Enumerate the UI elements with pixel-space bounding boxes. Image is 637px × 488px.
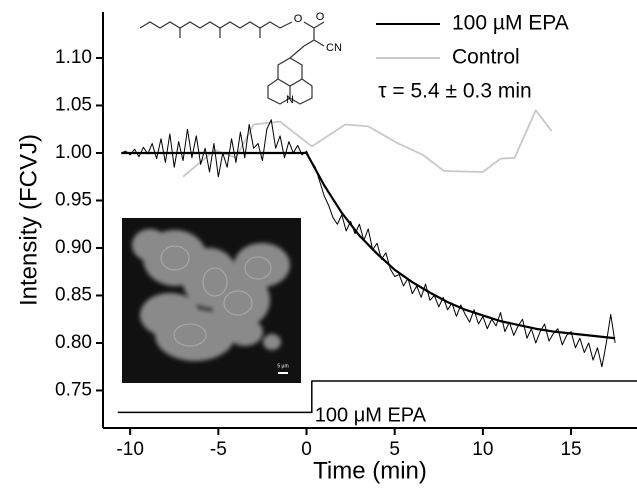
cell-outline	[202, 267, 228, 297]
structure-ring	[277, 57, 303, 87]
cell-outline	[244, 256, 272, 280]
structure-chain	[139, 21, 293, 29]
y-axis-label: Intensity (FCVJ)	[15, 134, 42, 306]
microscopy-inset: 5 μm	[122, 218, 301, 383]
structure-label: CN	[326, 42, 342, 54]
cell-outlines	[160, 245, 272, 347]
cell-outline	[223, 290, 253, 316]
structure-label: N	[286, 94, 294, 106]
cell	[263, 334, 281, 350]
chemical-structure	[139, 21, 325, 105]
x-tick-label: 10	[472, 439, 493, 460]
cell-outline	[173, 323, 207, 347]
legend-label: Control	[452, 46, 520, 69]
cell	[227, 318, 263, 346]
x-tick-label: 15	[560, 439, 581, 460]
y-tick-label: 0.80	[55, 332, 92, 353]
x-axis-label: Time (min)	[313, 457, 427, 484]
structure-bond	[313, 21, 325, 29]
y-tick-label: 1.00	[55, 142, 92, 163]
y-tick-label: 1.10	[55, 47, 92, 68]
y-tick-label: 0.75	[55, 379, 92, 400]
structure-bond	[289, 45, 305, 59]
scale-label: 5 μm	[277, 363, 288, 369]
structure-label: O	[294, 13, 303, 25]
structure-label: O	[316, 11, 325, 23]
cell-cluster	[132, 229, 290, 361]
series-line	[182, 109, 553, 178]
x-tick-label: -10	[116, 439, 143, 460]
cell-outline	[160, 245, 190, 271]
x-tick-label: 5	[389, 439, 400, 460]
cell	[132, 229, 168, 261]
y-tick-label: 0.90	[55, 237, 92, 258]
x-tick-label: -5	[210, 439, 227, 460]
structure-ring	[289, 78, 313, 105]
stimulus-trace	[117, 380, 637, 414]
y-tick-label: 0.85	[55, 284, 92, 305]
structure-bond	[313, 39, 325, 47]
structure-ring	[267, 78, 291, 105]
cell	[210, 272, 270, 328]
scale-bar	[278, 372, 288, 374]
stimulus-label: 100 μM EPA	[315, 405, 427, 427]
fit-line	[121, 151, 616, 340]
y-tick-label: 0.95	[55, 189, 92, 210]
y-tick-label: 1.05	[55, 94, 92, 115]
cell	[155, 309, 235, 361]
x-tick-label: 0	[301, 439, 312, 460]
fit-annotation: τ = 5.4 ± 0.3 min	[378, 80, 531, 103]
structure-bond	[303, 21, 315, 47]
legend-label: 100 µM EPA	[452, 12, 569, 35]
